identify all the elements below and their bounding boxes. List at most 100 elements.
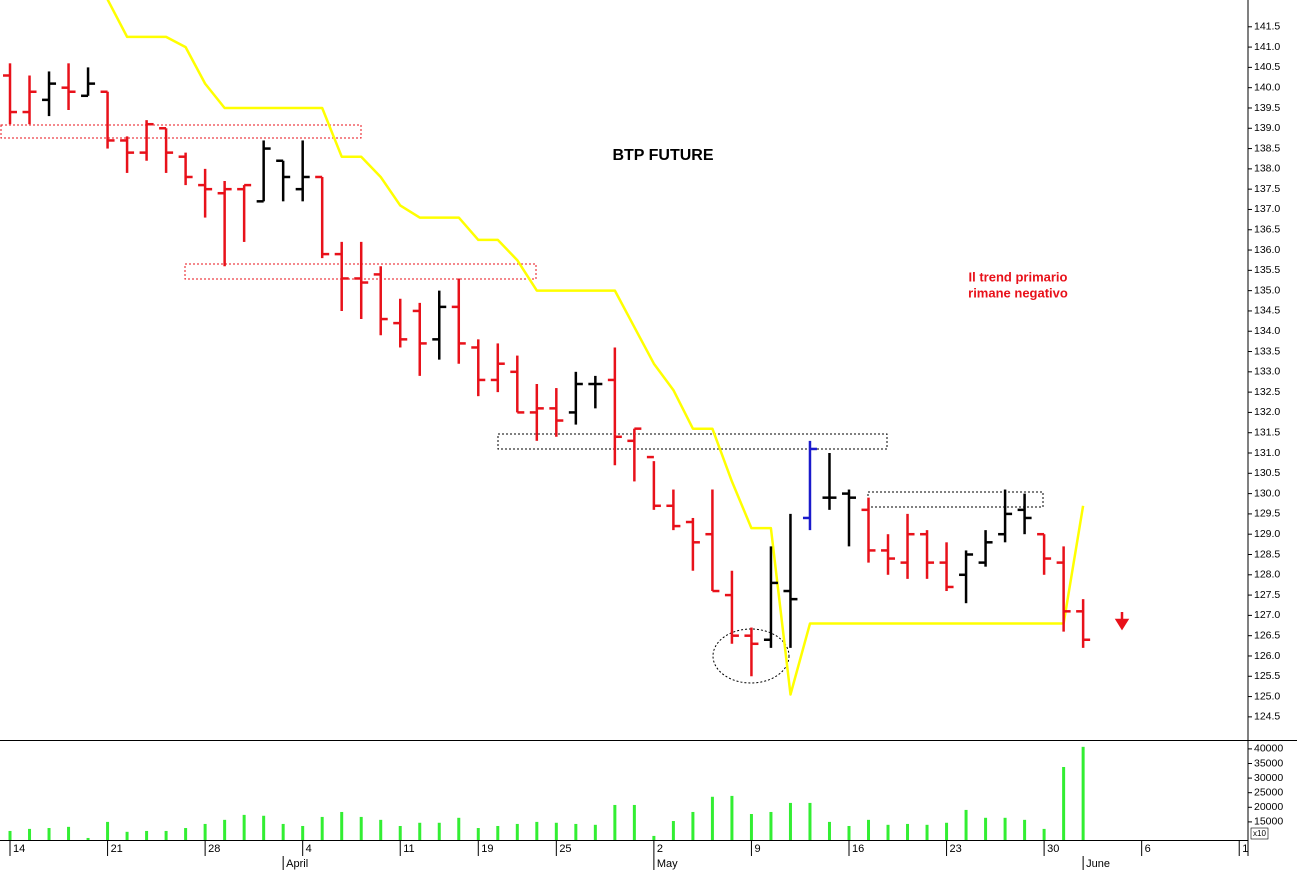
volume-bar bbox=[554, 822, 558, 840]
annotation: Il trend primario bbox=[969, 269, 1068, 284]
volume-bar bbox=[398, 825, 402, 840]
volume-bar bbox=[223, 819, 227, 840]
x-tick-label: 11 bbox=[403, 843, 414, 855]
month-label: May bbox=[657, 858, 678, 870]
y-tick-label: 124.5 bbox=[1254, 711, 1280, 723]
y-tick-label: 135.0 bbox=[1254, 284, 1280, 296]
price-plot bbox=[0, 0, 1130, 696]
volume-bar bbox=[867, 819, 871, 840]
volume-bar bbox=[886, 824, 890, 840]
x-tick-label: 9 bbox=[754, 843, 760, 855]
volume-bar bbox=[652, 835, 656, 840]
volume-bar bbox=[28, 828, 32, 840]
y-tick-label: 128.5 bbox=[1254, 548, 1280, 560]
y-tick-label: 141.0 bbox=[1254, 41, 1280, 53]
volume-bar bbox=[184, 828, 188, 840]
zone bbox=[0, 124, 362, 139]
volume-bar bbox=[1042, 828, 1046, 840]
y-tick-label: 141.5 bbox=[1254, 21, 1280, 33]
y-tick-label: 127.5 bbox=[1254, 589, 1280, 601]
month-label: June bbox=[1086, 858, 1110, 870]
volume-bar bbox=[320, 816, 324, 840]
y-tick-label: 137.0 bbox=[1254, 203, 1280, 215]
volume-bar bbox=[984, 817, 988, 840]
volume-bar bbox=[749, 814, 753, 840]
unit-box bbox=[1250, 827, 1269, 840]
y-tick-label: 129.5 bbox=[1254, 508, 1280, 520]
volume-bar bbox=[593, 824, 597, 840]
x-tick-label: 2 bbox=[657, 843, 663, 855]
volume-bar bbox=[47, 828, 51, 840]
x-tick-label: 14 bbox=[13, 843, 25, 855]
x-tick-label: 1 bbox=[1242, 843, 1248, 855]
volume-bar bbox=[671, 821, 675, 840]
y-tick-label: 30000 bbox=[1254, 772, 1283, 784]
annotation: rimane negativo bbox=[968, 285, 1068, 300]
x-tick-label: 4 bbox=[306, 843, 312, 855]
y-tick-label: 139.0 bbox=[1254, 122, 1280, 134]
y-tick-label: 126.5 bbox=[1254, 629, 1280, 641]
y-tick-label: 129.0 bbox=[1254, 528, 1280, 540]
volume-bar bbox=[242, 814, 246, 840]
volume-bar bbox=[613, 804, 617, 840]
y-tick-label: 135.5 bbox=[1254, 264, 1280, 276]
y-tick-label: 131.0 bbox=[1254, 447, 1280, 459]
volume-bar bbox=[535, 821, 539, 840]
y-tick-label: 136.5 bbox=[1254, 224, 1280, 236]
volume-bar bbox=[769, 811, 773, 840]
x-tick-label: 6 bbox=[1145, 843, 1151, 855]
volume-bar bbox=[340, 811, 344, 840]
volume-bar bbox=[164, 830, 168, 840]
volume-bar bbox=[730, 795, 734, 840]
y-tick-label: 140.5 bbox=[1254, 61, 1280, 73]
volume-bar bbox=[847, 825, 851, 840]
x-tick-label: 25 bbox=[559, 843, 571, 855]
volume-bar bbox=[1081, 746, 1085, 840]
volume-bar bbox=[788, 802, 792, 840]
volume-bar bbox=[86, 837, 90, 840]
volume-bar bbox=[437, 822, 441, 840]
zone bbox=[497, 433, 888, 450]
volume-bar bbox=[964, 809, 968, 840]
volume-bar bbox=[827, 821, 831, 840]
y-tick-label: 133.0 bbox=[1254, 366, 1280, 378]
y-tick-label: 137.5 bbox=[1254, 183, 1280, 195]
y-tick-label: 130.0 bbox=[1254, 487, 1280, 499]
volume-bar bbox=[281, 823, 285, 840]
y-tick-label: 25000 bbox=[1254, 786, 1283, 798]
y-tick-label: 125.0 bbox=[1254, 690, 1280, 702]
y-tick-label: 128.0 bbox=[1254, 569, 1280, 581]
volume-bar bbox=[925, 824, 929, 840]
y-tick-label: 139.5 bbox=[1254, 102, 1280, 114]
y-tick-label: 20000 bbox=[1254, 801, 1283, 813]
volume-bar bbox=[574, 823, 578, 840]
y-tick-label: 15000 bbox=[1254, 816, 1283, 828]
month-label: April bbox=[286, 858, 308, 870]
y-tick-label: 130.5 bbox=[1254, 467, 1280, 479]
trend-line bbox=[106, 0, 1085, 696]
y-tick-label: 132.5 bbox=[1254, 386, 1280, 398]
volume-bar bbox=[418, 822, 422, 840]
y-tick-label: 134.5 bbox=[1254, 305, 1280, 317]
volume-bar bbox=[457, 817, 461, 840]
y-tick-label: 133.5 bbox=[1254, 345, 1280, 357]
y-tick-label: 132.0 bbox=[1254, 406, 1280, 418]
volume-bar bbox=[8, 830, 12, 840]
volume-bar bbox=[67, 826, 71, 840]
y-tick-label: 138.5 bbox=[1254, 142, 1280, 154]
y-tick-label: 126.0 bbox=[1254, 650, 1280, 662]
volume-bar bbox=[710, 796, 714, 840]
x-tick-label: 23 bbox=[950, 843, 962, 855]
volume-bar bbox=[301, 825, 305, 840]
volume-bar bbox=[145, 830, 149, 840]
y-tick-label: 136.0 bbox=[1254, 244, 1280, 256]
volume-bar bbox=[691, 811, 695, 840]
volume-bar bbox=[1062, 766, 1066, 840]
y-tick-label: 134.0 bbox=[1254, 325, 1280, 337]
volume-bar bbox=[1003, 817, 1007, 840]
x-tick-label: 28 bbox=[208, 843, 220, 855]
x-tick-label: 16 bbox=[852, 843, 864, 855]
volume-bar bbox=[1023, 819, 1027, 840]
